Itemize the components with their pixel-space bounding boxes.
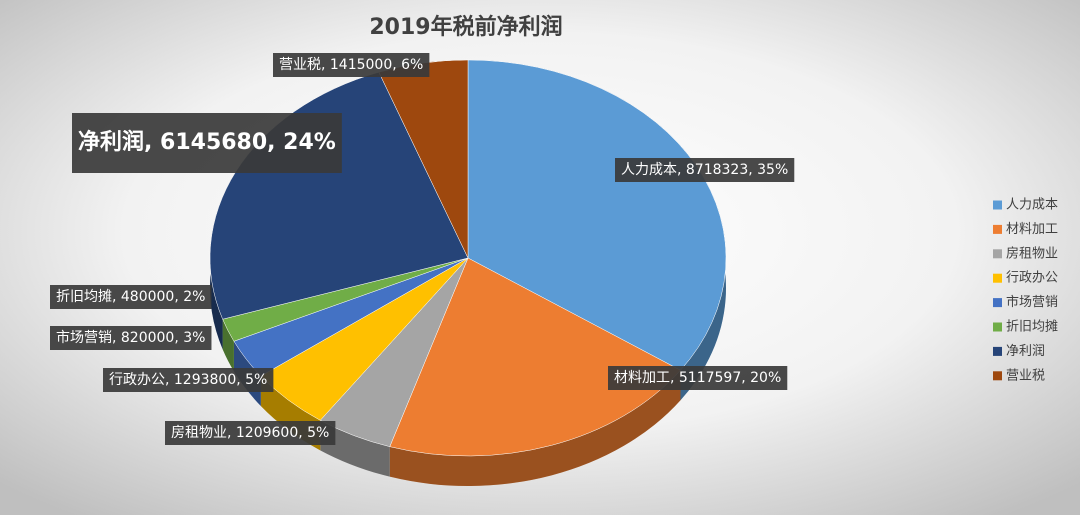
data-label-text: 人力成本, 8718323, 35% xyxy=(621,162,788,178)
legend-label: 房租物业 xyxy=(1006,245,1058,261)
data-label-box xyxy=(165,421,336,445)
data-label: 材料加工, 5117597, 20% xyxy=(608,366,788,390)
legend-swatch xyxy=(993,298,1002,308)
data-label: 折旧均摊, 480000, 2% xyxy=(50,285,212,309)
data-label-box xyxy=(615,158,795,182)
legend-label: 市场营销 xyxy=(1006,294,1058,310)
slice-side-shade xyxy=(222,319,234,372)
slice-side-shade xyxy=(320,420,390,477)
data-label-text: 市场营销, 820000, 3% xyxy=(56,329,205,346)
slice-side xyxy=(222,319,234,372)
data-label-box xyxy=(608,366,788,390)
legend-swatch xyxy=(993,224,1002,234)
data-label-text: 材料加工, 5117597, 20% xyxy=(614,370,781,386)
slice-side xyxy=(389,370,681,487)
slice-side xyxy=(320,420,390,477)
data-label: 人力成本, 8718323, 35% xyxy=(615,158,795,182)
legend-swatch xyxy=(993,249,1002,259)
data-label-box xyxy=(50,326,212,350)
data-label: 行政办公, 1293800, 5% xyxy=(103,368,274,392)
legend-label: 行政办公 xyxy=(1006,271,1058,286)
data-label: 营业税, 1415000, 6% xyxy=(273,53,430,77)
legend-swatch xyxy=(993,322,1002,332)
slice-side-shade xyxy=(389,370,681,487)
data-label: 市场营销, 820000, 3% xyxy=(50,326,212,350)
legend-swatch xyxy=(993,200,1002,210)
legend-swatch xyxy=(993,371,1002,381)
data-label-box xyxy=(103,368,274,392)
legend-label: 营业税 xyxy=(1006,368,1045,383)
data-label: 房租物业, 1209600, 5% xyxy=(165,421,336,445)
legend-swatch xyxy=(993,346,1002,356)
legend-label: 净利润 xyxy=(1006,344,1045,359)
chart-title: 2019年税前净利润 xyxy=(369,14,562,40)
legend-label: 折旧均摊 xyxy=(1006,320,1058,335)
legend-label: 材料加工 xyxy=(1006,222,1058,237)
data-label-text: 净利润, 6145680, 24% xyxy=(78,129,336,155)
data-label-box xyxy=(72,113,342,173)
data-label-box xyxy=(273,53,430,77)
data-label-text: 行政办公, 1293800, 5% xyxy=(109,372,267,388)
data-label-text: 折旧均摊, 480000, 2% xyxy=(56,289,205,305)
data-label-box xyxy=(50,285,212,309)
legend-swatch xyxy=(993,273,1002,283)
data-label-text: 房租物业, 1209600, 5% xyxy=(171,425,329,441)
data-label-text: 营业税, 1415000, 6% xyxy=(279,57,423,73)
legend-label: 人力成本 xyxy=(1006,198,1058,213)
slice xyxy=(389,257,681,457)
data-label: 净利润, 6145680, 24% xyxy=(72,113,342,173)
